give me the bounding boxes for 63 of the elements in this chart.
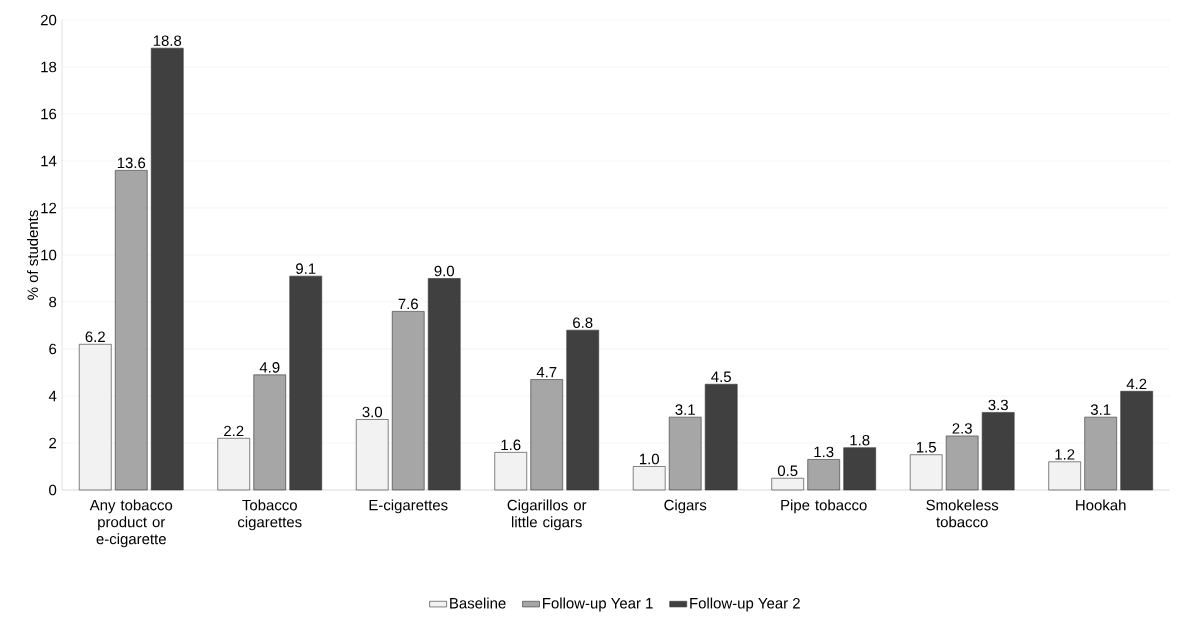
- bar: [704, 383, 738, 491]
- bar: [150, 47, 184, 491]
- data-label: 9.0: [434, 265, 455, 277]
- data-label: 3.1: [675, 404, 695, 415]
- data-label: 13.6: [117, 157, 146, 169]
- y-tick-label: 18: [41, 61, 57, 73]
- data-label: 2.3: [952, 423, 972, 434]
- x-tick-label: Tobacco cigarettes: [237, 499, 302, 531]
- bar: [217, 437, 251, 491]
- y-tick-label: 10: [41, 249, 57, 261]
- data-label: 18.8: [153, 35, 182, 46]
- data-label: 7.6: [398, 298, 418, 310]
- x-tick-label: Pipe tobacco: [781, 499, 867, 514]
- y-tick-label: 8: [49, 296, 57, 308]
- data-label: 4.9: [259, 362, 280, 373]
- x-tick-label: Cigars: [664, 499, 707, 514]
- data-label: 2.2: [224, 425, 244, 437]
- data-label: 1.6: [501, 439, 521, 451]
- bar: [78, 343, 112, 491]
- bar: [289, 275, 323, 491]
- bar: [566, 329, 600, 491]
- bar: [771, 477, 804, 491]
- data-label: 4.2: [1126, 378, 1147, 390]
- data-label: 3.0: [362, 406, 383, 418]
- bar: [1048, 461, 1081, 491]
- x-tick-label: Any tobacco product or e-cigarette: [89, 499, 173, 548]
- data-label: 4.5: [711, 371, 731, 383]
- legend-label: Baseline: [450, 597, 506, 609]
- bar: [632, 466, 666, 491]
- y-tick-label: 6: [49, 343, 57, 355]
- bar: [427, 278, 461, 491]
- data-label: 4.7: [536, 367, 557, 378]
- data-label: 1.3: [814, 446, 834, 458]
- bar: [355, 419, 389, 491]
- x-tick-label: Smokeless tobacco: [926, 499, 999, 528]
- data-label: 3.3: [988, 399, 1008, 411]
- y-tick-label: 0: [49, 484, 57, 496]
- data-label: 1.8: [850, 434, 870, 446]
- y-tick-label: 14: [41, 155, 57, 167]
- data-label: 6.2: [85, 331, 105, 343]
- bar: [909, 454, 943, 491]
- y-axis-title: % of students: [27, 210, 39, 300]
- x-tick-label: Hookah: [1076, 499, 1126, 511]
- x-tick-label: Cigarillos or little cigars: [507, 499, 587, 531]
- y-tick-label: 2: [49, 437, 57, 449]
- legend-label: Follow-up Year 2: [690, 597, 800, 612]
- data-label: 1.2: [1055, 449, 1075, 460]
- y-tick-label: 4: [48, 390, 57, 402]
- data-label: 0.5: [777, 465, 798, 477]
- bar: [494, 452, 528, 491]
- x-tick-label: E-cigarettes: [369, 499, 448, 514]
- data-label: 1.5: [916, 442, 936, 453]
- bar: [981, 412, 1015, 491]
- bar: [843, 447, 876, 491]
- legend-label: Follow-up Year 1: [543, 597, 653, 612]
- y-tick-label: 16: [41, 108, 57, 120]
- data-label: 9.1: [296, 263, 316, 274]
- data-label: 6.8: [573, 317, 593, 328]
- bar: [1120, 390, 1153, 491]
- data-label: 3.1: [1090, 404, 1111, 415]
- y-tick-label: 20: [40, 14, 57, 26]
- data-label: 1.0: [639, 453, 659, 465]
- y-tick-label: 12: [41, 202, 57, 214]
